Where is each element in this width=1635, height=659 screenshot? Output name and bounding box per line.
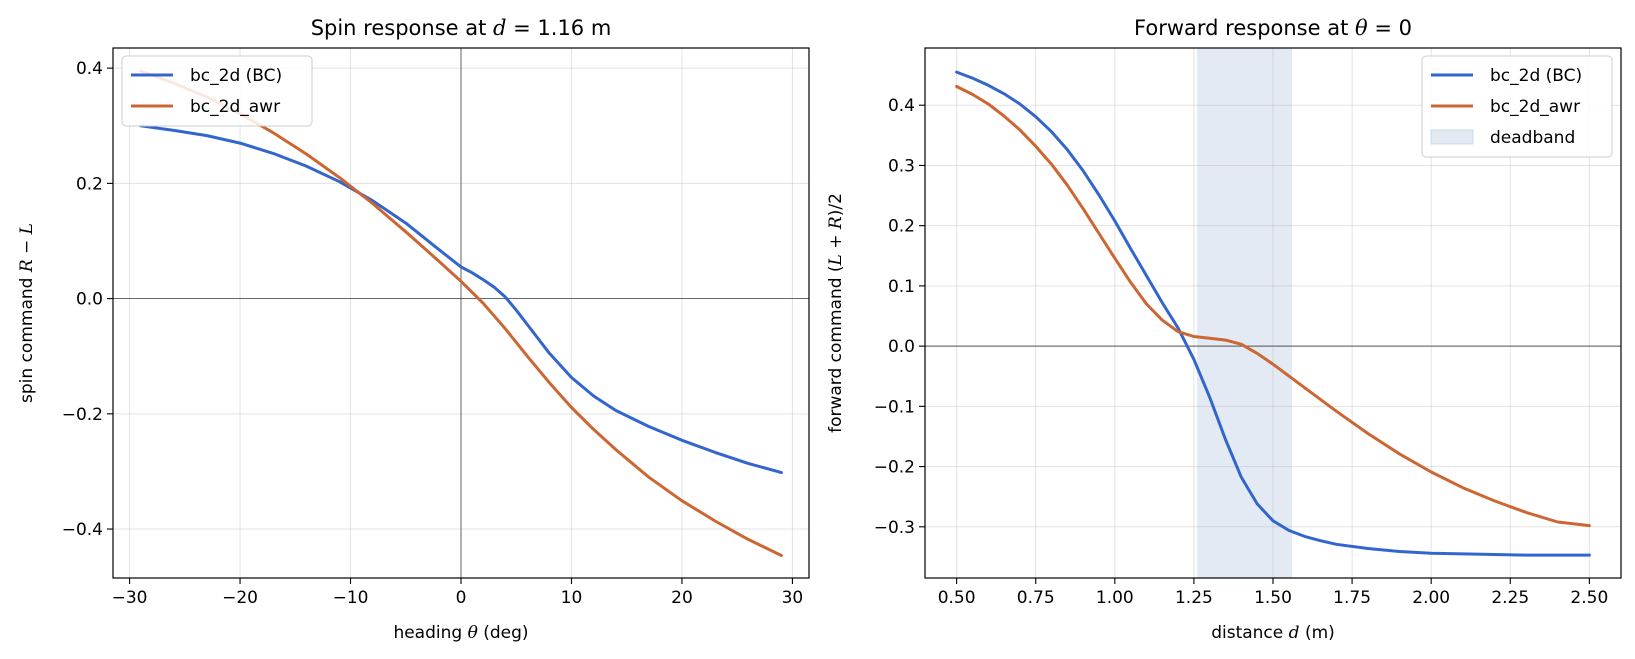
y-tick-label: 0.3 bbox=[888, 156, 915, 176]
y-ticks: −0.4 −0.2 0.0 0.2 0.4 bbox=[62, 59, 113, 540]
legend-label-deadband: deadband bbox=[1490, 128, 1575, 148]
y-tick-label: 0.2 bbox=[888, 217, 915, 237]
x-axis-label: distance d (m) bbox=[1211, 623, 1335, 643]
y-tick-label: −0.4 bbox=[62, 520, 103, 540]
legend-label-bc-2d-awr: bc_2d_awr bbox=[1490, 97, 1580, 117]
x-tick-label: 1.00 bbox=[1096, 588, 1134, 608]
series-lines bbox=[955, 70, 1591, 557]
x-tick-label: 2.50 bbox=[1570, 588, 1608, 608]
x-tick-label: 0.50 bbox=[938, 588, 976, 608]
legend-box bbox=[1421, 55, 1613, 158]
x-tick-label: 30 bbox=[782, 588, 804, 608]
legend-label-bc-2d: bc_2d (BC) bbox=[1490, 66, 1582, 86]
x-tick-label: 20 bbox=[671, 588, 693, 608]
chart-title: Spin response at d = 1.16 m bbox=[311, 16, 612, 40]
deadband-region bbox=[1197, 48, 1292, 578]
legend-label-bc-2d: bc_2d (BC) bbox=[190, 66, 282, 86]
x-tick-label: 1.50 bbox=[1254, 588, 1292, 608]
series-line-0 bbox=[955, 70, 1591, 557]
chart-title: Forward response at θ = 0 bbox=[1134, 16, 1412, 40]
y-tick-label: −0.2 bbox=[874, 458, 915, 478]
x-tick-label: 1.25 bbox=[1175, 588, 1213, 608]
zero-lines bbox=[113, 48, 809, 578]
y-tick-label: 0.4 bbox=[888, 96, 915, 116]
y-tick-label: 0.4 bbox=[76, 59, 103, 79]
x-ticks: 0.50 0.75 1.00 1.25 1.50 1.75 2.00 2.25 2.50 bbox=[938, 578, 1608, 608]
legend: bc_2d (BC) bc_2d_awr bbox=[121, 55, 313, 127]
y-tick-label: 0.0 bbox=[76, 290, 103, 310]
deadband-band bbox=[1197, 48, 1292, 578]
y-tick-label: 0.2 bbox=[76, 174, 103, 194]
y-tick-label: −0.1 bbox=[874, 397, 915, 417]
legend-swatch-deadband bbox=[1430, 129, 1474, 145]
y-axis-label: spin command R − L bbox=[17, 223, 37, 403]
x-ticks: −30 −20 −10 0 10 20 30 bbox=[112, 578, 804, 608]
y-tick-label: 0.1 bbox=[888, 277, 915, 297]
y-axis-label: forward command (L + R)/2 bbox=[826, 193, 846, 433]
x-tick-label: −20 bbox=[222, 588, 258, 608]
forward-response-panel: Forward response at θ = 0 0.50 0.75 1.00 1.… bbox=[826, 16, 1622, 643]
legend-label-bc-2d-awr: bc_2d_awr bbox=[190, 97, 280, 117]
x-tick-label: 0.75 bbox=[1017, 588, 1055, 608]
y-tick-label: −0.3 bbox=[874, 518, 915, 538]
y-ticks: −0.3 −0.2 −0.1 0.0 0.1 0.2 0.3 0.4 bbox=[874, 96, 925, 538]
series-line-1 bbox=[955, 85, 1591, 528]
spin-response-panel: Spin response at d = 1.16 m −30 −20 −10 0 10… bbox=[17, 16, 810, 643]
grid-lines bbox=[925, 48, 1621, 578]
x-tick-label: −10 bbox=[333, 588, 369, 608]
x-tick-label: 2.00 bbox=[1412, 588, 1450, 608]
x-tick-label: 10 bbox=[561, 588, 583, 608]
x-tick-label: 2.25 bbox=[1491, 588, 1529, 608]
x-tick-label: 0 bbox=[456, 588, 467, 608]
legend: bc_2d (BC) bc_2d_awr deadband bbox=[1421, 55, 1613, 158]
y-tick-label: 0.0 bbox=[888, 337, 915, 357]
y-tick-label: −0.2 bbox=[62, 405, 103, 425]
series-line-0 bbox=[139, 124, 783, 475]
x-tick-label: 1.75 bbox=[1333, 588, 1371, 608]
x-tick-label: −30 bbox=[112, 588, 148, 608]
x-axis-label: heading θ (deg) bbox=[393, 623, 528, 643]
